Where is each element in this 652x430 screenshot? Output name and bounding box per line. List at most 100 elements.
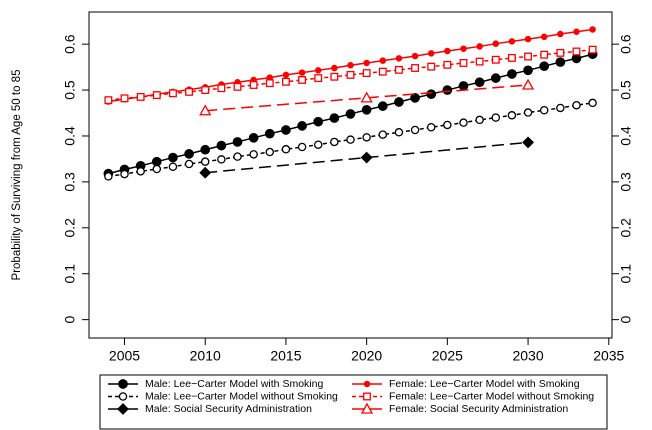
legend-label: Male: Lee−Carter Model without Smoking bbox=[145, 390, 338, 402]
y-tick-label: 0.1 bbox=[62, 264, 78, 284]
point bbox=[265, 79, 274, 88]
point bbox=[395, 55, 403, 62]
point bbox=[281, 145, 291, 154]
point bbox=[330, 137, 339, 147]
legend-item: Male: Social Security Administration bbox=[108, 403, 312, 415]
y-tick-label: 0.6 bbox=[62, 34, 78, 54]
y-tick-label-right: 0.4 bbox=[618, 126, 634, 146]
point bbox=[184, 159, 194, 169]
point bbox=[572, 100, 581, 110]
legend-item: Male: Lee−Carter Model with Smoking bbox=[108, 378, 323, 390]
point bbox=[168, 89, 177, 98]
point bbox=[556, 48, 565, 57]
y-tick-label: 0 bbox=[62, 316, 78, 324]
point bbox=[199, 166, 212, 179]
point bbox=[313, 116, 324, 127]
point bbox=[361, 104, 372, 115]
point bbox=[443, 120, 452, 130]
point bbox=[152, 164, 162, 174]
point bbox=[443, 60, 452, 69]
point bbox=[444, 47, 451, 55]
point bbox=[249, 81, 258, 89]
point bbox=[540, 33, 548, 41]
legend-item: Female: Lee−Carter Model without Smoking bbox=[352, 390, 594, 402]
x-tick-label: 2020 bbox=[351, 348, 382, 364]
point bbox=[233, 152, 242, 161]
point bbox=[460, 45, 467, 52]
point bbox=[347, 62, 354, 69]
point bbox=[136, 167, 145, 176]
x-tick-label: 2035 bbox=[593, 348, 624, 364]
point bbox=[199, 104, 212, 116]
point bbox=[201, 86, 210, 95]
point bbox=[185, 87, 194, 96]
point bbox=[216, 140, 227, 151]
point bbox=[136, 92, 145, 101]
point bbox=[360, 91, 373, 103]
point bbox=[120, 94, 129, 103]
point bbox=[394, 128, 404, 137]
point bbox=[588, 98, 597, 108]
point bbox=[524, 52, 533, 61]
point bbox=[588, 45, 597, 54]
point bbox=[168, 152, 178, 163]
legend-label: Female: Lee−Carter Model without Smoking bbox=[389, 390, 594, 402]
point bbox=[282, 71, 290, 79]
point bbox=[281, 125, 291, 135]
point bbox=[521, 78, 535, 90]
point bbox=[475, 57, 484, 66]
point bbox=[314, 67, 322, 74]
point bbox=[426, 122, 436, 132]
point bbox=[507, 69, 517, 79]
point bbox=[411, 64, 420, 72]
x-tick-label: 2005 bbox=[109, 348, 140, 364]
legend-box bbox=[99, 374, 608, 430]
point bbox=[168, 162, 178, 171]
y-axis-label: Probability of Surviving from Age 50 to … bbox=[11, 70, 23, 281]
point bbox=[410, 125, 420, 135]
point bbox=[491, 55, 500, 64]
y-tick-label: 0.4 bbox=[62, 126, 78, 146]
point bbox=[411, 52, 419, 60]
x-tick-label: 2030 bbox=[512, 348, 543, 364]
point bbox=[233, 82, 242, 91]
point bbox=[394, 97, 404, 107]
point bbox=[200, 157, 210, 166]
legend-label: Female: Lee−Carter Model with Smoking bbox=[389, 378, 580, 390]
y-tick-label-right: 0 bbox=[618, 316, 634, 324]
point bbox=[120, 169, 129, 179]
legend-marker bbox=[363, 392, 371, 401]
legend-label: Female: Social Security Administration bbox=[389, 403, 568, 415]
point bbox=[184, 149, 194, 159]
point bbox=[524, 35, 532, 43]
y-tick-label-right: 0.5 bbox=[618, 80, 634, 100]
point bbox=[200, 144, 211, 155]
point bbox=[232, 137, 243, 147]
point bbox=[556, 103, 565, 113]
point bbox=[523, 65, 533, 76]
point bbox=[362, 69, 371, 78]
point bbox=[217, 155, 226, 164]
point bbox=[346, 70, 355, 79]
point bbox=[507, 111, 517, 120]
point bbox=[379, 57, 387, 64]
y-tick-label: 0.5 bbox=[62, 80, 78, 100]
legend-marker bbox=[118, 392, 128, 401]
x-tick-label: 2015 bbox=[270, 348, 301, 364]
point bbox=[474, 77, 485, 88]
legend-item: Male: Lee−Carter Model without Smoking bbox=[108, 390, 338, 402]
legend-label: Male: Lee−Carter Model with Smoking bbox=[145, 378, 323, 390]
legend-item: Female: Lee−Carter Model with Smoking bbox=[352, 378, 580, 390]
point bbox=[346, 135, 355, 144]
x-tick-label: 2025 bbox=[432, 348, 463, 364]
point bbox=[555, 57, 566, 67]
point bbox=[264, 128, 275, 139]
legend-label: Male: Social Security Administration bbox=[145, 403, 312, 415]
legend-marker bbox=[118, 379, 128, 389]
x-tick-label: 2010 bbox=[190, 348, 221, 364]
point bbox=[522, 136, 534, 149]
point bbox=[492, 40, 500, 47]
point bbox=[459, 59, 468, 67]
point bbox=[298, 76, 307, 84]
